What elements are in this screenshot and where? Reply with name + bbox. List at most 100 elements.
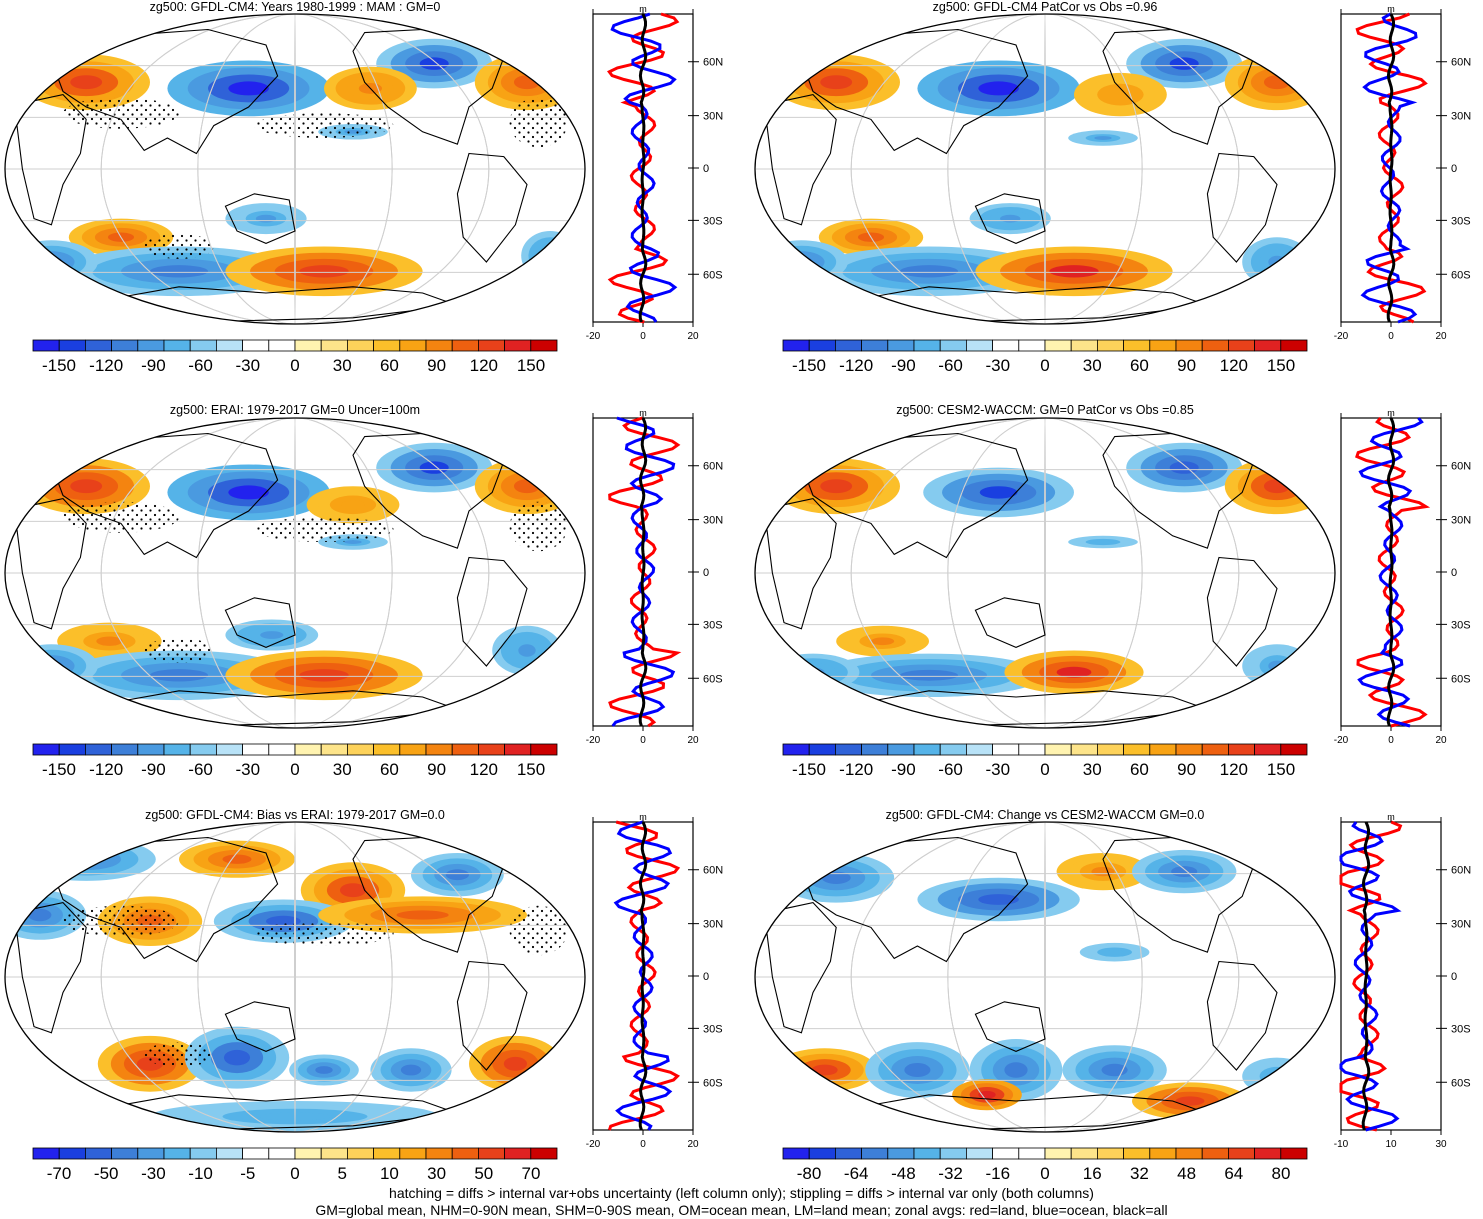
colorbar-tick-label: -60 xyxy=(938,356,963,375)
colorbar-swatch xyxy=(1175,1147,1203,1160)
zonal-lat-label: 60N xyxy=(1451,57,1471,69)
zonal-lat-label: 30S xyxy=(1451,1023,1471,1035)
zonal-lat-label: 60N xyxy=(1451,865,1471,877)
colorbar-swatch xyxy=(85,1147,113,1160)
anomaly-contour xyxy=(535,243,565,269)
graticule-lon xyxy=(294,822,296,1132)
zonal-lat-label: 0 xyxy=(1451,567,1457,579)
colorbar-tick-label: -60 xyxy=(938,760,963,779)
zonal-lat-label: 30N xyxy=(703,919,723,931)
colorbar-tick-label: 0 xyxy=(1040,356,1049,375)
colorbar-tick-label: -30 xyxy=(986,760,1011,779)
zonal-lat-label: 30N xyxy=(1451,919,1471,931)
zonal-lat-label: 30S xyxy=(1451,619,1471,631)
colorbar-swatch xyxy=(320,1147,348,1160)
colorbar-tick-label: 150 xyxy=(1267,760,1295,779)
zonal-lat-label: 30S xyxy=(1451,215,1471,227)
anomaly-contour xyxy=(16,245,87,279)
zonal-x-tick: -20 xyxy=(586,331,601,342)
colorbar-swatch xyxy=(85,743,113,756)
anomaly-contour xyxy=(28,251,75,273)
colorbar-tick-label: -90 xyxy=(141,760,166,779)
colorbar-tick-label: 0 xyxy=(1040,1164,1049,1183)
anomaly-contour xyxy=(766,245,837,279)
colorbar-swatch xyxy=(992,339,1020,352)
anomaly-contour xyxy=(1049,265,1099,278)
colorbar-swatch xyxy=(111,339,139,352)
graticule-lon xyxy=(197,14,393,324)
colorbar-swatch xyxy=(913,743,941,756)
colorbar-swatch xyxy=(320,743,348,756)
stippling xyxy=(254,921,394,946)
colorbar-swatch xyxy=(530,1147,558,1160)
colorbar-swatch xyxy=(861,339,889,352)
colorbar-swatch xyxy=(887,743,915,756)
colorbar-swatch xyxy=(887,1147,915,1160)
colorbar-swatch xyxy=(504,743,532,756)
colorbar-swatch xyxy=(111,743,139,756)
colorbar-swatch xyxy=(504,1147,532,1160)
anomaly-contour xyxy=(778,251,825,273)
panel-title-6: zg500: GFDL-CM4: Change vs CESM2-WACCM G… xyxy=(885,808,1205,822)
colorbar-swatch xyxy=(939,743,967,756)
anomaly-contour xyxy=(1268,1071,1286,1081)
stippling xyxy=(63,501,179,533)
colorbar-tick-label: -30 xyxy=(236,356,261,375)
graticule-lon xyxy=(294,14,296,324)
colorbar-tick-label: 120 xyxy=(1220,356,1248,375)
zonal-x-tick: 0 xyxy=(640,735,646,746)
zonal-x-tick: 0 xyxy=(1388,735,1394,746)
anomaly-contour xyxy=(299,265,349,278)
graticule-lon xyxy=(850,14,1240,324)
anomaly-contour xyxy=(900,669,958,681)
colorbar-swatch xyxy=(58,1147,86,1160)
anomaly-contour xyxy=(315,1066,333,1074)
colorbar-tick-label: -16 xyxy=(986,1164,1011,1183)
coastline xyxy=(800,836,1029,963)
colorbar-swatch xyxy=(966,1147,994,1160)
colorbar-swatch xyxy=(32,743,60,756)
coastline xyxy=(800,432,1029,559)
anomaly-contour xyxy=(1105,949,1124,955)
coastline xyxy=(766,901,837,1034)
colorbar-tick-label: 30 xyxy=(333,356,352,375)
colorbar-tick-label: 150 xyxy=(517,356,545,375)
stippling xyxy=(144,1042,214,1067)
graticule-lon xyxy=(947,418,1143,728)
colorbar-swatch xyxy=(1254,339,1282,352)
graticule-lon xyxy=(100,822,490,1132)
colorbar-swatch xyxy=(861,1147,889,1160)
coastline xyxy=(224,597,296,648)
colorbar-tick-label: 90 xyxy=(427,356,446,375)
anomaly-contour xyxy=(1108,89,1132,101)
colorbar-tick-label: -150 xyxy=(42,760,76,779)
zonal-series-line xyxy=(1357,417,1424,728)
zonal-series-line xyxy=(638,13,648,323)
colorbar-swatch xyxy=(1123,743,1151,756)
colorbar-swatch xyxy=(992,1147,1020,1160)
zonal-series-line xyxy=(1355,12,1428,324)
colorbar-6: -80 -64 -48 -32 -16 0 16 32 48 64 80 xyxy=(782,1147,1308,1183)
zonal-x-tick: 0 xyxy=(1388,331,1394,342)
anomaly-contour xyxy=(820,479,853,494)
zonal-lat-label: 0 xyxy=(1451,971,1457,983)
colorbar-swatch xyxy=(137,743,165,756)
graticule-lon xyxy=(850,418,1240,728)
colorbar-tick-label: -120 xyxy=(839,356,873,375)
map-field-4 xyxy=(755,418,1335,728)
zonal-lat-label: 30S xyxy=(703,619,723,631)
colorbar-swatch xyxy=(111,1147,139,1160)
colorbar-swatch xyxy=(425,339,453,352)
colorbar-swatch xyxy=(58,339,86,352)
colorbar-swatch xyxy=(32,1147,60,1160)
anomaly-contour xyxy=(96,636,123,646)
anomaly-contour xyxy=(778,658,848,687)
colorbar-swatch xyxy=(294,339,322,352)
zonal-series-line xyxy=(1339,820,1403,1132)
map-border xyxy=(4,821,586,1133)
anomaly-contour xyxy=(518,644,536,657)
stippling xyxy=(254,517,394,542)
colorbar-swatch xyxy=(373,743,401,756)
colorbar-swatch xyxy=(1201,339,1229,352)
zonal-lat-label: 30S xyxy=(703,215,723,227)
